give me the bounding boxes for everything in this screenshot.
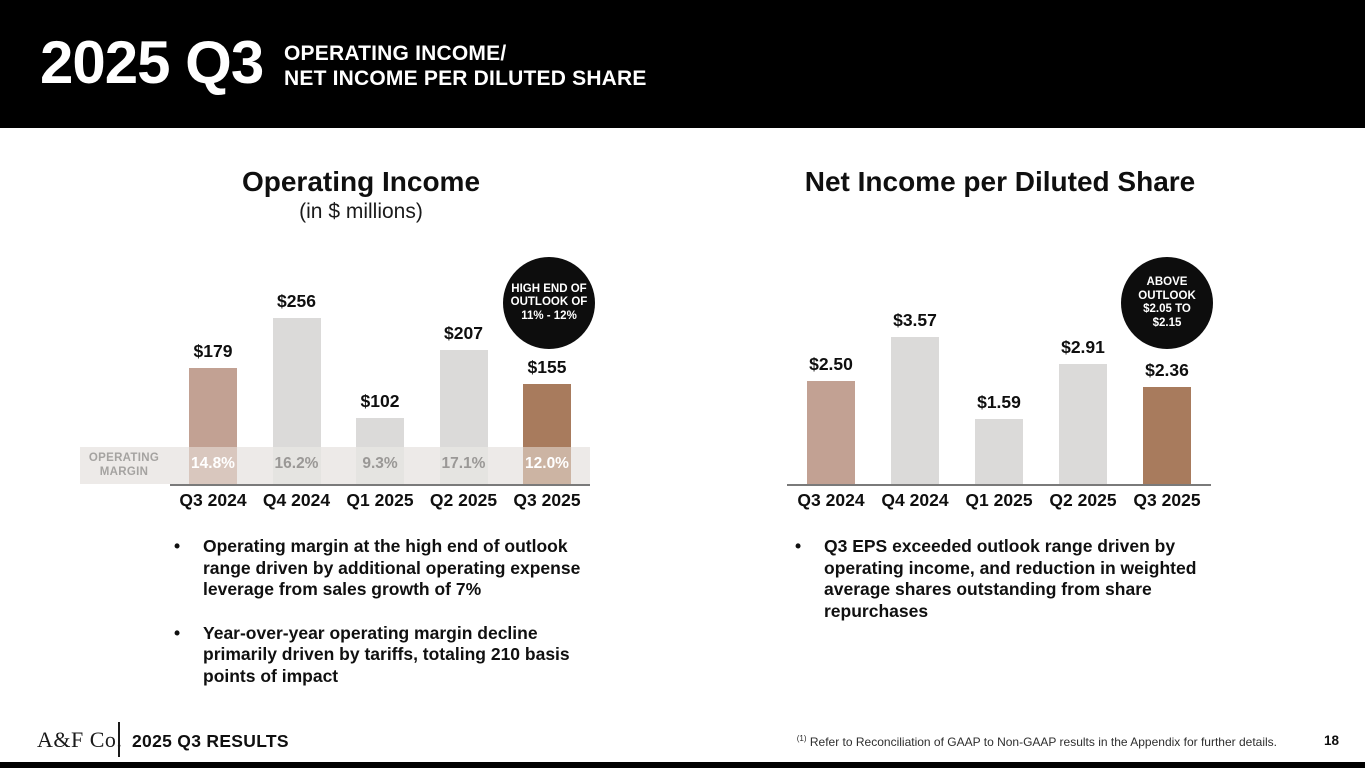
bar-q4-2024 [272, 318, 321, 484]
operating-margin-row-label: OPERATING MARGIN [88, 452, 160, 478]
bar-value-label: $256 [277, 291, 316, 311]
outlook-badge: HIGH END OF OUTLOOK OF 11% - 12% [503, 257, 595, 349]
margin-strip-overlay [272, 447, 321, 484]
x-axis-label: Q2 2025 [429, 490, 498, 510]
margin-value: 17.1% [441, 455, 486, 472]
margin-strip-overlay [189, 447, 237, 484]
left-chart-title: Operating Income [241, 166, 481, 197]
bar-q1-2025 [975, 419, 1023, 484]
x-axis-label: Q4 2024 [881, 490, 949, 510]
page-number: 18 [1324, 733, 1340, 748]
bar-q3-2025 [1143, 387, 1191, 484]
x-axis-label: Q1 2025 [346, 490, 414, 510]
margin-strip-overlay [439, 447, 488, 484]
bar-value-label: $207 [444, 323, 483, 343]
x-axis-label: Q3 2025 [1133, 490, 1201, 510]
bar-q3-2024 [807, 381, 855, 484]
footnote: (1) Refer to Reconciliation of GAAP to N… [797, 734, 1277, 749]
bar-value-label: $1.59 [977, 392, 1021, 412]
bar-value-label: $102 [360, 391, 400, 411]
margin-value: 16.2% [274, 455, 319, 472]
footer-divider [118, 722, 120, 757]
x-axis-label: Q3 2025 [513, 490, 581, 510]
bar-q2-2025 [439, 350, 488, 484]
x-axis-label: Q3 2024 [179, 490, 247, 510]
bar-q2-2025 [1059, 364, 1107, 484]
operating-margin-strip [80, 447, 590, 484]
margin-value: 14.8% [191, 455, 235, 472]
header-subtitle: OPERATING INCOME/ NET INCOME PER DILUTED… [284, 41, 647, 91]
left-chart-subtitle: (in $ millions) [299, 200, 423, 223]
x-axis-line [170, 484, 590, 486]
margin-strip-overlay [523, 447, 571, 484]
outlook-badge: ABOVE OUTLOOK $2.05 TO $2.15 [1121, 257, 1213, 349]
bar-value-label: $2.50 [809, 354, 853, 374]
margin-value: 12.0% [525, 455, 569, 472]
bar-q3-2024 [189, 368, 237, 484]
right-chart-title: Net Income per Diluted Share [804, 166, 1196, 197]
margin-strip-overlay [356, 447, 404, 484]
footnote-text: Refer to Reconciliation of GAAP to Non-G… [806, 735, 1277, 749]
bar-q3-2025 [523, 384, 571, 484]
bar-value-label: $2.91 [1061, 337, 1105, 357]
bar-q1-2025 [356, 418, 404, 484]
bottom-black-bar [0, 762, 1365, 768]
header-subtitle-line1: OPERATING INCOME/ [284, 42, 507, 65]
margin-value: 9.3% [362, 455, 398, 472]
x-axis-line [787, 484, 1211, 486]
right-bullet-list: Q3 EPS exceeded outlook range driven by … [793, 536, 1205, 644]
bullet-item: Q3 EPS exceeded outlook range driven by … [793, 536, 1205, 622]
bar-value-label: $2.36 [1145, 360, 1189, 380]
footer-results-label: 2025 Q3 RESULTS [132, 731, 289, 751]
header-bar: 2025 Q3 OPERATING INCOME/ NET INCOME PER… [0, 0, 1365, 128]
bar-value-label: $155 [527, 357, 567, 377]
header-quarter-title: 2025 Q3 [40, 29, 264, 96]
x-axis-label: Q1 2025 [965, 490, 1033, 510]
bullet-item: Year-over-year operating margin decline … [172, 623, 584, 688]
footnote-marker: (1) [796, 734, 807, 743]
x-axis-label: Q3 2024 [797, 490, 865, 510]
header-subtitle-line2: NET INCOME PER DILUTED SHARE [284, 67, 647, 90]
bullet-item: Operating margin at the high end of outl… [172, 536, 584, 601]
x-axis-label: Q2 2025 [1049, 490, 1117, 510]
left-bullet-list: Operating margin at the high end of outl… [172, 536, 584, 709]
x-axis-label: Q4 2024 [262, 490, 331, 510]
bar-q4-2024 [891, 337, 939, 484]
bar-value-label: $179 [193, 341, 233, 361]
company-logo: A&F Co. [37, 727, 123, 752]
bar-value-label: $3.57 [893, 310, 937, 330]
